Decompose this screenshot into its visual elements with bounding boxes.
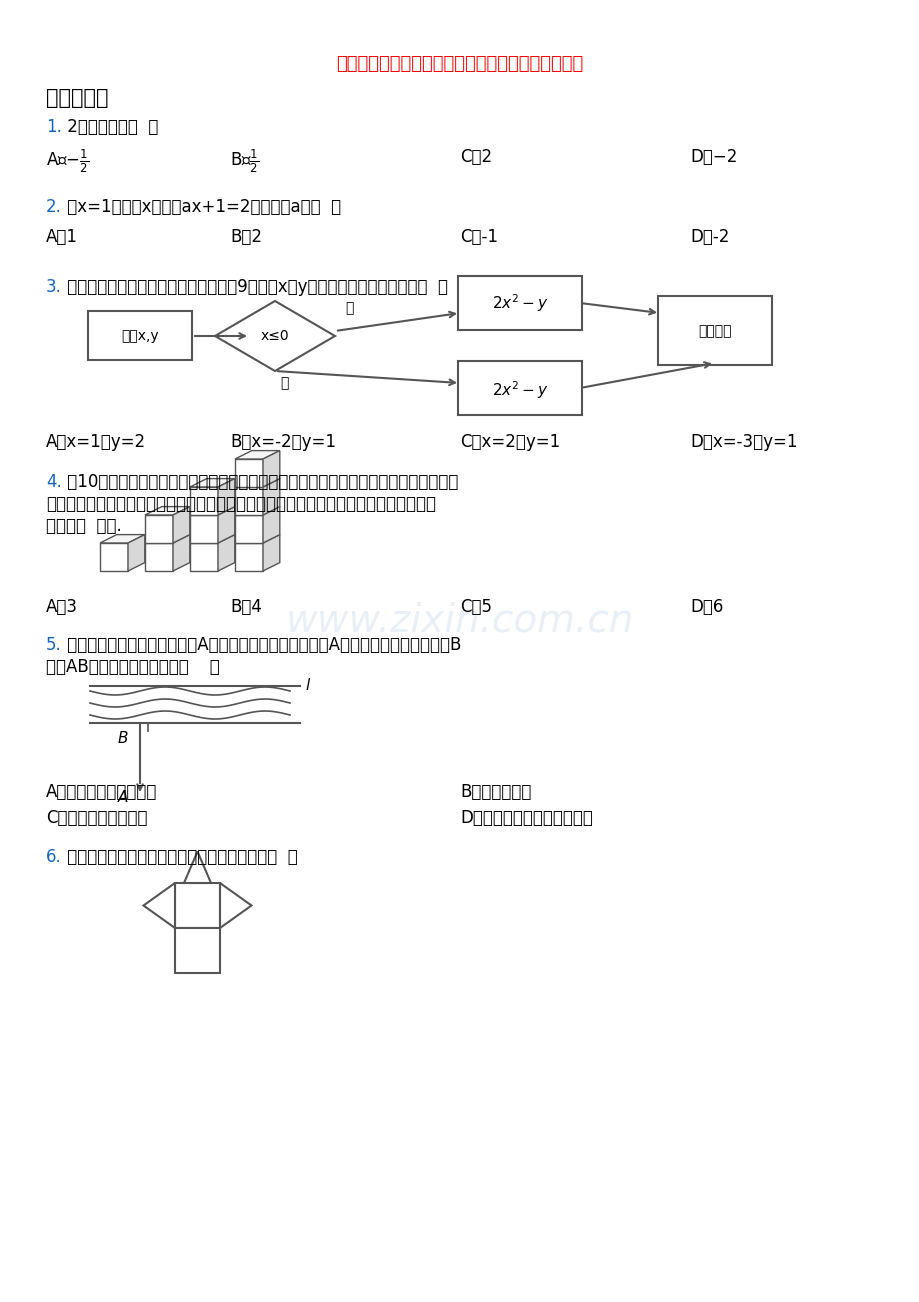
FancyBboxPatch shape <box>657 296 771 365</box>
Polygon shape <box>143 883 175 928</box>
Text: $2x^2-y$: $2x^2-y$ <box>491 379 548 401</box>
Polygon shape <box>234 516 263 543</box>
Text: B．x=-2，y=1: B．x=-2，y=1 <box>230 434 335 450</box>
Text: C．2: C．2 <box>460 148 492 165</box>
Text: B．4: B．4 <box>230 598 262 616</box>
Polygon shape <box>263 450 279 487</box>
Text: B．2: B．2 <box>230 228 262 246</box>
Polygon shape <box>145 535 189 543</box>
Polygon shape <box>190 479 234 487</box>
Polygon shape <box>145 543 173 572</box>
Text: 若x=1是关于x的方程ax+1=2的解，则a是（  ）: 若x=1是关于x的方程ax+1=2的解，则a是（ ） <box>62 198 341 216</box>
Text: 是: 是 <box>345 301 353 315</box>
Text: B．垂线段最短: B．垂线段最短 <box>460 783 531 801</box>
Polygon shape <box>218 479 234 516</box>
Polygon shape <box>184 852 210 883</box>
Text: 如图是一个几何体的展开图，则这个几何体是（  ）: 如图是一个几何体的展开图，则这个几何体是（ ） <box>62 848 298 866</box>
Polygon shape <box>175 883 220 928</box>
Text: l: l <box>305 678 309 694</box>
Polygon shape <box>220 883 251 928</box>
Polygon shape <box>190 487 218 516</box>
Text: 后，所得到的新物体从正面看和从左面看都跟原来的相同，那么这样的小正方体最多还可: 后，所得到的新物体从正面看和从左面看都跟原来的相同，那么这样的小正方体最多还可 <box>46 495 436 513</box>
Polygon shape <box>234 506 279 516</box>
Text: A．$-\frac{1}{2}$: A．$-\frac{1}{2}$ <box>46 148 89 176</box>
Text: ，沿AB挖水沟即可，理由是（    ）: ，沿AB挖水沟即可，理由是（ ） <box>46 658 220 676</box>
Text: C．5: C．5 <box>460 598 492 616</box>
Text: 由10个完全相同的小正方体搭成的物体如图所示．如果再添加若干个相同的小正方体之: 由10个完全相同的小正方体搭成的物体如图所示．如果再添加若干个相同的小正方体之 <box>62 473 458 491</box>
Polygon shape <box>190 543 218 572</box>
Text: B．$\frac{1}{2}$: B．$\frac{1}{2}$ <box>230 148 259 176</box>
Polygon shape <box>263 479 279 516</box>
FancyBboxPatch shape <box>458 276 582 329</box>
Polygon shape <box>145 506 189 516</box>
Polygon shape <box>128 535 144 572</box>
Text: 如图，把小河里的水引到田地A处，若使水沟最短，则过点A向河岸作垂线，垂足为点B: 如图，把小河里的水引到田地A处，若使水沟最短，则过点A向河岸作垂线，垂足为点B <box>62 635 460 654</box>
Text: D．过一点可以作无数条直线: D．过一点可以作无数条直线 <box>460 809 592 827</box>
Text: 5.: 5. <box>46 635 62 654</box>
Text: 上海宝山实验学校数学七年级上学期期末试卷含答案: 上海宝山实验学校数学七年级上学期期末试卷含答案 <box>336 55 583 73</box>
Polygon shape <box>173 506 189 543</box>
Text: A．3: A．3 <box>46 598 78 616</box>
FancyBboxPatch shape <box>88 311 192 359</box>
Polygon shape <box>100 535 144 543</box>
Text: C．两点确定一条直线: C．两点确定一条直线 <box>46 809 147 827</box>
Text: 2的相反数是（  ）: 2的相反数是（ ） <box>62 118 158 135</box>
Text: 2.: 2. <box>46 198 62 216</box>
Text: 以添加（  ）个.: 以添加（ ）个. <box>46 517 121 535</box>
Polygon shape <box>234 543 263 572</box>
Text: 按图所示的程序运算，能使输出结果为9的一组x，y的值可以是下列各组中的（  ）: 按图所示的程序运算，能使输出结果为9的一组x，y的值可以是下列各组中的（ ） <box>62 279 448 296</box>
Polygon shape <box>190 506 234 516</box>
Text: 输出结果: 输出结果 <box>698 324 731 339</box>
Text: 一、选择题: 一、选择题 <box>46 89 108 108</box>
Polygon shape <box>234 487 263 516</box>
Polygon shape <box>234 450 279 460</box>
Polygon shape <box>175 928 220 973</box>
Text: A: A <box>118 790 128 806</box>
FancyBboxPatch shape <box>458 361 582 415</box>
Text: 3.: 3. <box>46 279 62 296</box>
Text: 输入x,y: 输入x,y <box>121 329 159 342</box>
Polygon shape <box>173 535 189 572</box>
Text: x≤0: x≤0 <box>260 329 289 342</box>
Text: A．x=1，y=2: A．x=1，y=2 <box>46 434 146 450</box>
Polygon shape <box>145 516 173 543</box>
Text: 否: 否 <box>279 376 288 391</box>
Polygon shape <box>215 301 335 371</box>
Text: 1.: 1. <box>46 118 62 135</box>
Text: C．x=2，y=1: C．x=2，y=1 <box>460 434 560 450</box>
Text: D．−2: D．−2 <box>689 148 736 165</box>
Polygon shape <box>190 535 234 543</box>
Polygon shape <box>234 460 263 487</box>
Polygon shape <box>190 516 218 543</box>
Text: A．两点之间，线段最短: A．两点之间，线段最短 <box>46 783 157 801</box>
Text: D．x=-3，y=1: D．x=-3，y=1 <box>689 434 797 450</box>
Text: C．-1: C．-1 <box>460 228 497 246</box>
Polygon shape <box>100 543 128 572</box>
Polygon shape <box>218 535 234 572</box>
Text: D．-2: D．-2 <box>689 228 729 246</box>
Text: 6.: 6. <box>46 848 62 866</box>
Polygon shape <box>234 535 279 543</box>
Text: B: B <box>118 730 128 746</box>
Polygon shape <box>218 506 234 543</box>
Text: $2x^2-y$: $2x^2-y$ <box>491 292 548 314</box>
Text: www.zixin.com.cn: www.zixin.com.cn <box>286 602 633 639</box>
Text: 4.: 4. <box>46 473 62 491</box>
Polygon shape <box>263 506 279 543</box>
Polygon shape <box>234 479 279 487</box>
Text: D．6: D．6 <box>689 598 722 616</box>
Text: A．1: A．1 <box>46 228 78 246</box>
Polygon shape <box>263 535 279 572</box>
